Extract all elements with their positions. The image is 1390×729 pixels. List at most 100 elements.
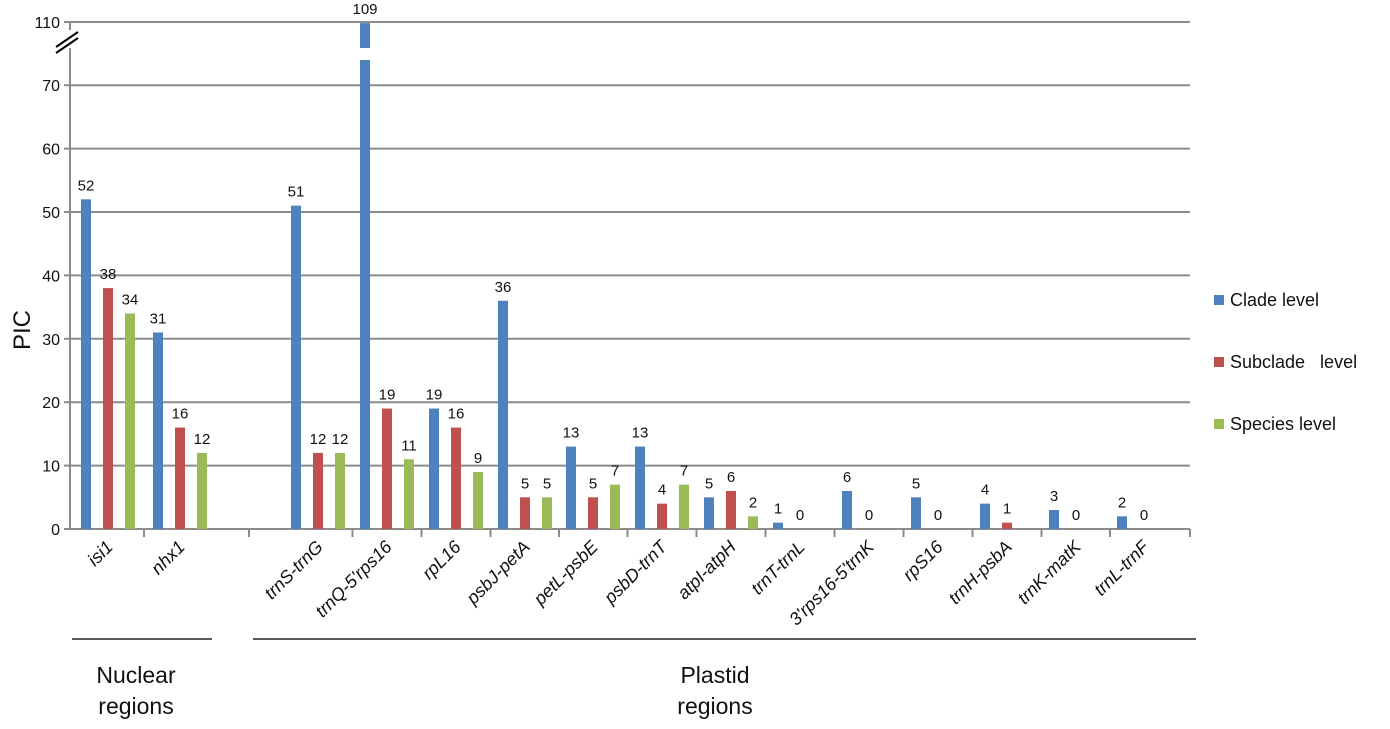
bar [566,446,576,529]
bar [382,408,392,529]
bar [291,205,301,529]
y-tick-label: 50 [42,205,60,222]
x-tick-label: atpI-atpH [673,536,740,603]
bar [726,490,736,529]
bar [404,459,414,529]
data-label: 34 [122,291,139,308]
bar [81,199,91,529]
bar [175,427,185,529]
bar [588,497,598,529]
x-tick-label: petL-psbE [529,536,603,610]
x-tick-label: trnS-trnG [260,537,326,603]
data-label: 2 [749,494,757,511]
data-label: 1 [1003,501,1011,518]
x-tick-label: rpS16 [899,536,948,585]
data-label: 7 [611,463,619,480]
group-label-nuclear-line1: Nuclear [96,662,176,688]
data-label: 36 [495,279,512,296]
bar-break-gap [359,48,371,60]
data-label: 19 [379,387,396,404]
bar [748,516,758,529]
bar [911,497,921,529]
y-tick-label: 0 [51,522,60,539]
bars [81,23,1127,529]
y-tick-label: 60 [42,142,60,159]
x-tick-label: nhx1 [147,537,189,579]
bar [635,446,645,529]
x-tick-label: trnL-trnF [1090,536,1154,600]
x-tick-label: trnK-matK [1013,536,1085,608]
data-label: 6 [843,469,851,486]
legend-label-subclade: Subclade level [1230,351,1358,372]
data-label: 2 [1118,494,1126,511]
data-label: 5 [543,475,551,492]
legend-label-species: Species level [1230,413,1337,434]
bar [520,497,530,529]
data-label: 9 [474,450,482,467]
data-label: 12 [332,431,349,448]
y-tick-label: 70 [42,78,60,95]
y-tick-label: 20 [42,395,60,412]
legend-swatch-clade [1214,295,1224,305]
group-label-plastid-line1: Plastid [680,662,750,688]
data-label: 0 [934,507,942,524]
data-label: 16 [448,406,465,423]
group-label-plastid-line2: regions [677,693,753,719]
bar [103,288,113,529]
axis-break-mark [55,31,79,48]
data-label: 38 [100,266,117,283]
legend-item-subclade: Subclade level [1214,349,1384,375]
x-tick-label: trnT-trnL [747,537,809,599]
data-label: 16 [172,406,189,423]
data-label: 11 [401,437,417,454]
data-label: 0 [865,507,873,524]
bar [429,408,439,529]
data-label: 4 [981,482,989,499]
bar [197,452,207,529]
bar [498,300,508,529]
data-label: 19 [426,387,443,404]
data-label: 5 [705,475,713,492]
legend-item-species: Species level [1214,411,1384,437]
data-label: 6 [727,469,735,486]
data-label: 4 [658,482,666,499]
x-tick-label: trnH-psbA [944,537,1015,608]
data-label: 7 [680,463,688,480]
bar [313,452,323,529]
x-tick-label: psbD-trnT [599,535,672,608]
data-label: 0 [1140,507,1148,524]
data-label: 13 [632,425,649,442]
group-label-nuclear-line2: regions [98,693,174,719]
data-label: 31 [150,310,167,327]
data-label: 0 [1072,507,1080,524]
bar [679,484,689,529]
x-tick-label: rpL16 [418,536,465,583]
gridlines [70,21,1190,467]
data-label: 5 [521,475,529,492]
legend-swatch-subclade [1214,357,1224,367]
y-tick-label: 40 [42,268,60,285]
data-label: 1 [774,501,782,518]
data-label: 5 [589,475,597,492]
data-label: 12 [310,431,327,448]
bar [1002,522,1012,529]
x-tick-label: psbJ-petA [462,537,534,609]
legend-label-clade: Clade level [1230,289,1320,310]
y-tick-label: 30 [42,332,60,349]
y-tick-label: 110 [34,15,60,32]
x-tick-label: isi1 [84,537,117,570]
data-label: 3 [1050,488,1058,505]
data-label: 52 [78,177,95,194]
bar [153,332,163,529]
group-label-nuclear: Nuclear regions [66,660,206,722]
y-axis-title: PIC [9,310,36,350]
data-label: 5 [912,475,920,492]
bar [1049,509,1059,529]
bar [610,484,620,529]
data-label: 12 [194,431,211,448]
bar [1117,516,1127,529]
